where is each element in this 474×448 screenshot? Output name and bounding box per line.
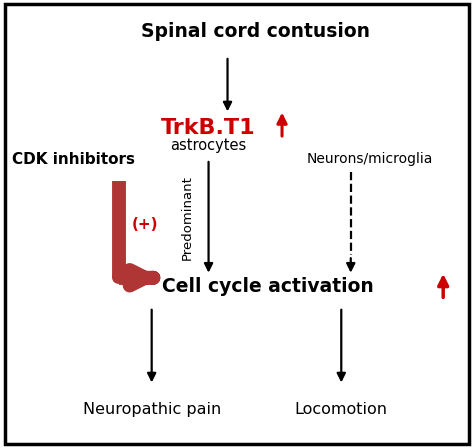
Text: Predominant: Predominant	[181, 175, 194, 260]
Text: Spinal cord contusion: Spinal cord contusion	[141, 22, 371, 41]
Text: Neurons/microglia: Neurons/microglia	[307, 152, 433, 166]
Text: TrkB.T1: TrkB.T1	[161, 118, 256, 138]
Text: Cell cycle activation: Cell cycle activation	[162, 277, 374, 296]
Circle shape	[113, 272, 124, 283]
Text: Neuropathic pain: Neuropathic pain	[82, 402, 221, 418]
Text: CDK inhibitors: CDK inhibitors	[12, 151, 135, 167]
Text: Locomotion: Locomotion	[295, 402, 388, 418]
Text: astrocytes: astrocytes	[171, 138, 246, 153]
Text: (+): (+)	[131, 216, 158, 232]
